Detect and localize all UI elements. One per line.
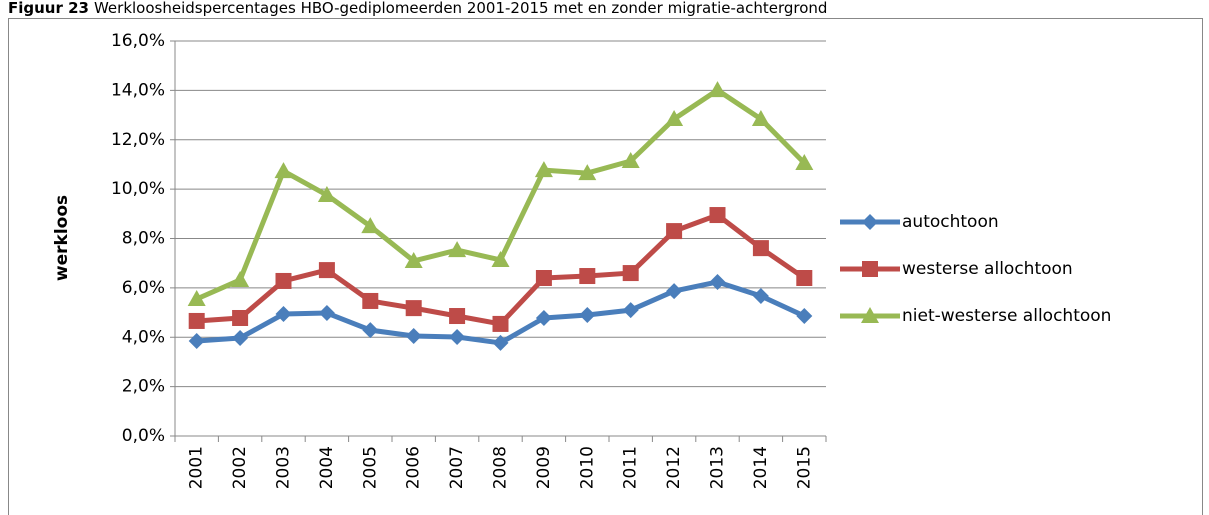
legend-marker: [861, 307, 879, 323]
marker: [362, 322, 379, 339]
marker: [188, 312, 205, 329]
x-tick-label: 2012: [664, 446, 684, 489]
marker: [405, 300, 422, 317]
marker: [709, 207, 726, 224]
marker: [621, 151, 640, 168]
marker: [449, 308, 466, 325]
marker: [751, 110, 770, 127]
marker: [708, 81, 727, 98]
y-tick-label: 12,0%: [111, 130, 165, 150]
y-tick-label: 16,0%: [111, 31, 165, 51]
marker: [666, 283, 683, 300]
marker: [665, 110, 684, 127]
y-tick-label: 10,0%: [111, 179, 165, 199]
marker: [492, 334, 509, 351]
y-tick-label: 4,0%: [122, 327, 165, 347]
marker: [449, 329, 466, 346]
marker: [752, 240, 769, 257]
marker: [232, 309, 249, 326]
y-tick-label: 2,0%: [122, 377, 165, 397]
marker: [405, 328, 422, 345]
marker: [709, 273, 726, 290]
marker: [187, 289, 206, 306]
marker: [578, 164, 597, 181]
x-tick-label: 2008: [491, 446, 511, 489]
title-text: Werkloosheidspercentages HBO-gediplomeer…: [94, 0, 827, 17]
marker: [752, 288, 769, 305]
y-tick-label: 14,0%: [111, 80, 165, 100]
marker: [796, 270, 813, 286]
marker: [362, 292, 379, 309]
x-tick-label: 2002: [230, 446, 250, 489]
marker: [666, 223, 683, 240]
x-tick-label: 2010: [577, 446, 597, 489]
marker: [579, 307, 596, 324]
x-tick-label: 2015: [794, 446, 814, 489]
legend-label: niet-westerse allochtoon: [902, 306, 1111, 326]
legend-label: autochtoon: [902, 212, 999, 232]
marker: [492, 315, 509, 332]
y-tick-label: 0,0%: [122, 426, 165, 446]
marker: [318, 305, 335, 322]
x-tick-label: 2014: [751, 446, 771, 489]
y-tick-label: 8,0%: [122, 229, 165, 249]
marker: [188, 332, 205, 349]
legend-label: westerse allochtoon: [902, 259, 1073, 279]
marker: [491, 250, 510, 267]
marker: [275, 306, 292, 323]
marker: [534, 161, 553, 178]
marker: [274, 162, 293, 179]
marker: [404, 251, 423, 268]
x-tick-label: 2004: [317, 446, 337, 489]
marker: [535, 309, 552, 326]
chart-frame: [8, 18, 1203, 515]
marker: [622, 302, 639, 319]
x-tick-label: 2006: [404, 446, 424, 489]
legend-marker: [862, 261, 878, 277]
marker: [579, 268, 596, 285]
x-tick-label: 2013: [708, 446, 728, 489]
x-tick-label: 2001: [187, 446, 207, 489]
title-label: Figuur 23: [8, 0, 89, 17]
marker: [448, 241, 467, 258]
marker: [317, 186, 336, 203]
chart-title: Figuur 23 Werkloosheidspercentages HBO-ge…: [8, 0, 827, 17]
x-tick-label: 2011: [621, 446, 641, 489]
marker: [232, 329, 249, 346]
marker: [231, 270, 250, 287]
marker: [361, 217, 380, 234]
marker: [622, 265, 639, 282]
marker: [796, 308, 813, 325]
x-tick-label: 2003: [274, 446, 294, 489]
x-tick-label: 2009: [534, 446, 554, 489]
x-tick-label: 2005: [360, 446, 380, 489]
y-tick-label: 6,0%: [122, 278, 165, 298]
y-axis-label: werkloos: [52, 195, 72, 281]
marker: [318, 262, 335, 279]
legend-marker: [862, 214, 878, 230]
marker: [275, 272, 292, 289]
marker: [795, 153, 814, 170]
marker: [535, 270, 552, 286]
x-tick-label: 2007: [447, 446, 467, 489]
